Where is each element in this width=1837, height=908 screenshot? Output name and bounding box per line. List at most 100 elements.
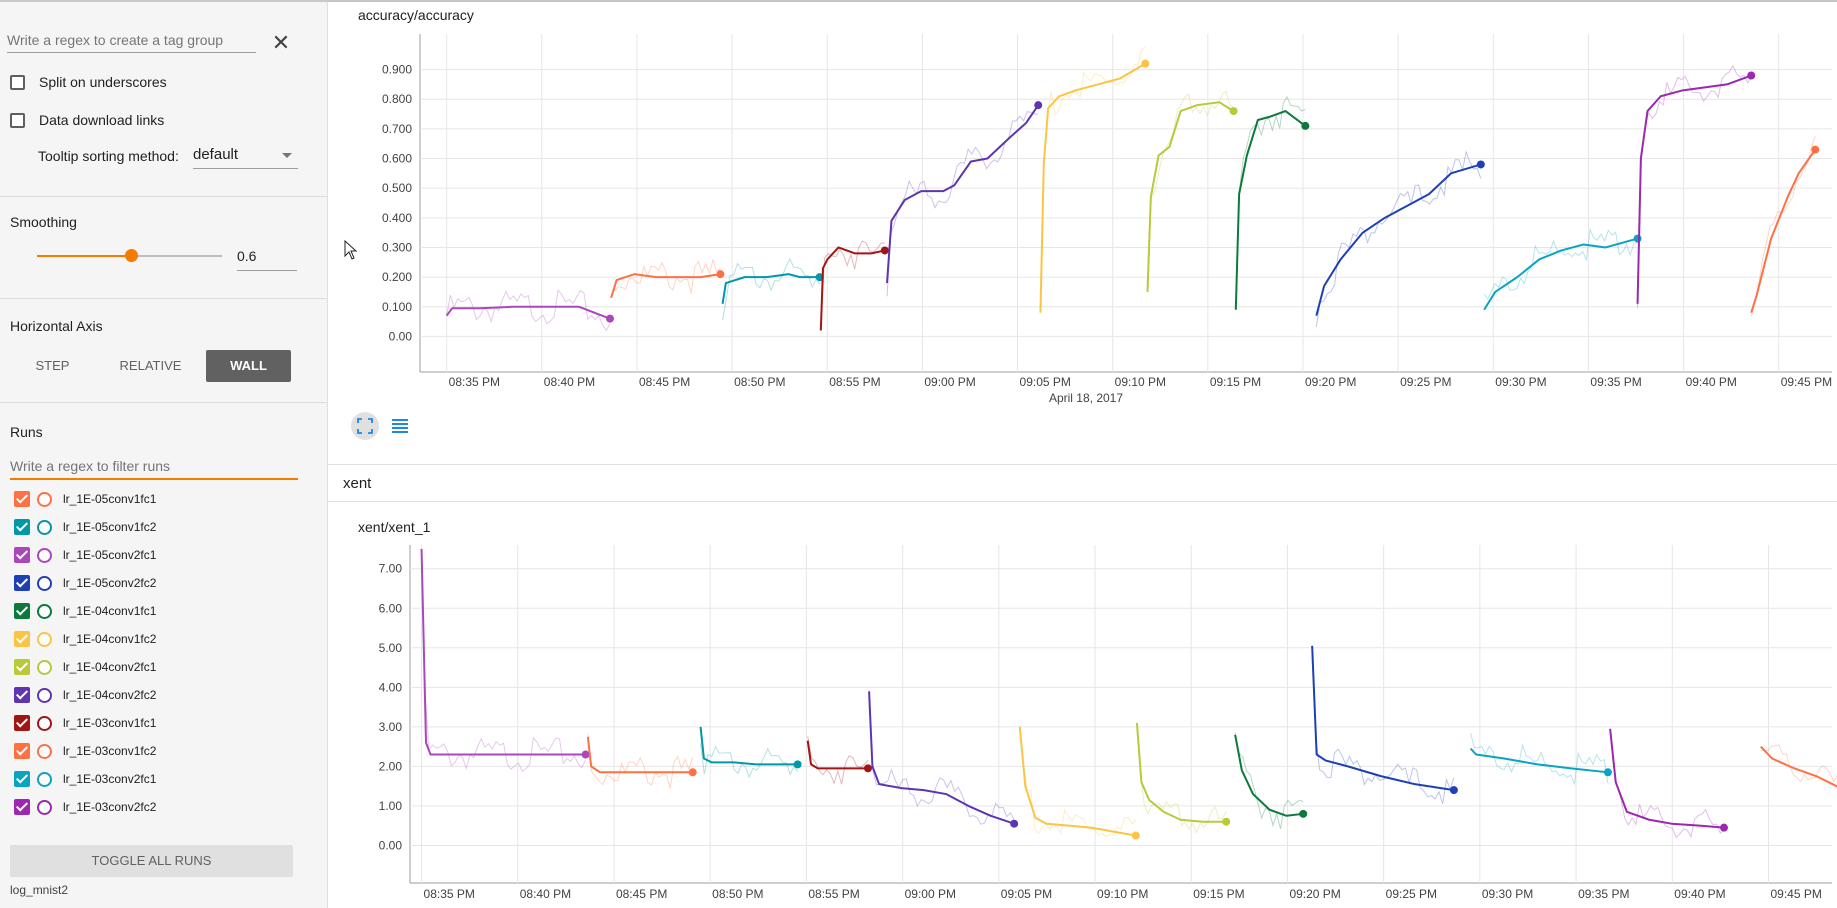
tooltip-sorting-row: Tooltip sorting method: default [38, 144, 298, 169]
run-item[interactable]: lr_1E-04conv2fc2 [14, 685, 156, 705]
series-line [721, 273, 820, 304]
series-end-point [1010, 819, 1019, 828]
data-download-checkbox[interactable] [10, 112, 25, 128]
run-label: lr_1E-03conv2fc1 [63, 772, 157, 786]
series-line [1039, 62, 1146, 313]
y-tick-label: 0.400 [382, 211, 412, 225]
run-item[interactable]: lr_1E-03conv2fc2 [14, 797, 156, 817]
smoothing-slider[interactable] [37, 249, 222, 262]
x-tick-label: 08:55 PM [829, 375, 880, 389]
run-color-radio[interactable] [37, 491, 52, 507]
x-tick-label: 09:30 PM [1495, 375, 1546, 389]
split-underscores-checkbox[interactable] [10, 74, 25, 90]
run-label: lr_1E-05conv1fc2 [63, 520, 157, 534]
series-line [420, 548, 586, 756]
run-checkbox[interactable] [14, 575, 30, 591]
series-line [1146, 101, 1235, 292]
data-table-icon[interactable] [386, 412, 414, 440]
fullscreen-icon[interactable] [351, 412, 379, 440]
x-tick-label: 09:35 PM [1590, 375, 1641, 389]
mouse-cursor-icon [344, 240, 358, 260]
axis-step-button[interactable]: STEP [35, 358, 70, 373]
y-tick-label: 0.900 [382, 63, 412, 77]
tooltip-sorting-select[interactable]: default [193, 144, 298, 169]
run-color-radio[interactable] [37, 659, 52, 675]
x-tick-label: 08:50 PM [734, 375, 785, 389]
x-tick-label: 09:15 PM [1193, 887, 1244, 901]
series-end-point [1034, 101, 1043, 110]
smoothing-slider-knob[interactable] [125, 249, 139, 262]
smoothing-value-input[interactable]: 0.6 [237, 246, 297, 271]
run-color-radio[interactable] [37, 799, 52, 815]
y-tick-label: 0.00 [389, 329, 413, 343]
y-tick-label: 0.600 [382, 152, 412, 166]
series-raw-line [1750, 136, 1816, 317]
runs-title: Runs [10, 424, 43, 440]
xent-group-header[interactable]: xent [328, 464, 1837, 502]
run-label: lr_1E-04conv1fc1 [63, 604, 157, 618]
run-item[interactable]: lr_1E-04conv1fc2 [14, 629, 156, 649]
run-checkbox[interactable] [14, 519, 30, 535]
tag-regex-input[interactable] [7, 28, 256, 53]
series-end-point [1299, 809, 1308, 818]
x-tick-label: 08:40 PM [544, 375, 595, 389]
series-raw-line [1235, 95, 1306, 308]
runs-filter-input[interactable] [10, 454, 298, 480]
y-tick-label: 5.00 [379, 641, 403, 655]
run-item[interactable]: lr_1E-05conv2fc2 [14, 573, 156, 593]
series-raw-line [1637, 64, 1752, 309]
series-line [1609, 728, 1725, 829]
run-checkbox[interactable] [14, 687, 30, 703]
run-checkbox[interactable] [14, 547, 30, 563]
series-line [1234, 110, 1306, 310]
series-line [1018, 726, 1136, 837]
divider [0, 402, 327, 403]
series-raw-line [1039, 46, 1146, 312]
run-item[interactable]: lr_1E-03conv1fc2 [14, 741, 156, 761]
run-checkbox[interactable] [14, 491, 30, 507]
run-color-radio[interactable] [37, 687, 52, 703]
run-item[interactable]: lr_1E-04conv1fc1 [14, 601, 156, 621]
series-end-point [1476, 160, 1485, 169]
run-checkbox[interactable] [14, 799, 30, 815]
series-line [1311, 645, 1455, 792]
run-item[interactable]: lr_1E-05conv2fc1 [14, 545, 156, 565]
run-checkbox[interactable] [14, 659, 30, 675]
run-color-radio[interactable] [37, 771, 52, 787]
series-end-point [688, 768, 697, 777]
run-color-radio[interactable] [37, 631, 52, 647]
toggle-all-runs-button[interactable]: TOGGLE ALL RUNS [10, 845, 293, 877]
run-color-radio[interactable] [37, 575, 52, 591]
series-line [1469, 747, 1609, 774]
accuracy-chart: 0.00 0.100 0.200 0.300 0.400 0.500 0.600 0.700 0… [382, 34, 1832, 405]
run-item[interactable]: lr_1E-05conv1fc1 [14, 489, 156, 509]
run-checkbox[interactable] [14, 603, 30, 619]
series-line [819, 246, 886, 331]
accuracy-chart-title: accuracy/accuracy [358, 7, 474, 23]
run-color-radio[interactable] [37, 603, 52, 619]
run-item[interactable]: lr_1E-05conv1fc2 [14, 517, 156, 537]
split-underscores-option[interactable]: Split on underscores [10, 72, 167, 92]
run-checkbox[interactable] [14, 771, 30, 787]
x-tick-label: 09:00 PM [924, 375, 975, 389]
y-tick-label: 6.00 [379, 601, 403, 615]
run-color-radio[interactable] [37, 519, 52, 535]
series-end-point [863, 764, 872, 773]
run-checkbox[interactable] [14, 631, 30, 647]
run-color-radio[interactable] [37, 715, 52, 731]
run-color-radio[interactable] [37, 743, 52, 759]
series-end-point [1222, 817, 1231, 826]
series-line [1760, 745, 1837, 788]
run-item[interactable]: lr_1E-03conv2fc1 [14, 769, 156, 789]
run-label: lr_1E-04conv2fc1 [63, 660, 157, 674]
run-item[interactable]: lr_1E-03conv1fc1 [14, 713, 156, 733]
axis-wall-button[interactable]: WALL [206, 350, 291, 382]
data-download-option[interactable]: Data download links [10, 110, 164, 130]
run-item[interactable]: lr_1E-04conv2fc1 [14, 657, 156, 677]
series-line [586, 736, 693, 774]
run-checkbox[interactable] [14, 715, 30, 731]
run-color-radio[interactable] [37, 547, 52, 563]
run-checkbox[interactable] [14, 743, 30, 759]
close-icon[interactable]: ✕ [271, 30, 291, 55]
axis-relative-button[interactable]: RELATIVE [119, 358, 182, 373]
